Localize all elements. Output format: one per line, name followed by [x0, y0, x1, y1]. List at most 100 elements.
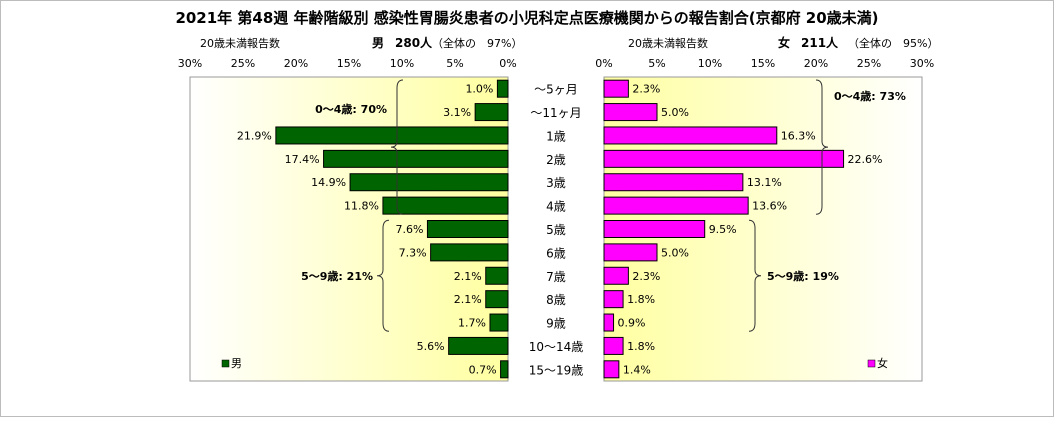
category-label: 7歳 [546, 270, 566, 284]
male-bar [496, 79, 509, 98]
male-group-note-brace [390, 79, 404, 215]
female-x-tick-label: 0% [595, 57, 612, 70]
female-bar [603, 360, 620, 379]
female-x-tick-label: 30% [910, 57, 934, 70]
male-value-label: 21.9% [237, 129, 272, 142]
female-value-label: 1.8% [627, 340, 655, 353]
male-value-label: 7.6% [395, 223, 423, 236]
male-value-label: 3.1% [443, 106, 471, 119]
category-label: 15～19歳 [529, 363, 584, 377]
female-group-note-brace [748, 219, 762, 332]
male-count-label: 20歳未満報告数 [200, 37, 280, 50]
male-group-note-label: 0～4歳: 70% [315, 102, 387, 116]
category-label: 6歳 [546, 246, 566, 260]
female-bar [603, 266, 629, 285]
female-bar [603, 103, 658, 122]
male-value-label: 1.0% [465, 83, 493, 96]
female-share-label: （全体の 95%） [848, 36, 938, 50]
male-bar [500, 360, 509, 379]
female-value-label: 22.6% [848, 153, 883, 166]
female-bar [603, 336, 624, 355]
female-sex-label: 女 [778, 35, 790, 50]
female-value-label: 9.5% [709, 223, 737, 236]
female-legend-label: 女 [877, 356, 888, 370]
male-x-tick-label: 10% [390, 57, 414, 70]
category-label: 3歳 [546, 176, 566, 190]
male-bar [275, 126, 509, 145]
female-group-note-brace [815, 79, 829, 215]
male-x-tick-label: 20% [284, 57, 308, 70]
male-value-label: 2.1% [454, 270, 482, 283]
male-bar [426, 220, 509, 238]
female-value-label: 5.0% [661, 106, 689, 119]
male-legend-label: 男 [231, 357, 242, 370]
category-label: 8歳 [546, 293, 566, 307]
male-x-tick-label: 30% [178, 57, 202, 70]
chart-title: 2021年 第48週 年齢階級別 感染性胃腸炎患者の小児科定点医療機関からの報告… [175, 9, 878, 27]
female-value-label: 1.4% [623, 363, 651, 376]
male-bar [323, 149, 509, 168]
male-x-tick-label: 5% [446, 57, 463, 70]
female-bar [603, 126, 778, 145]
female-value-label: 16.3% [781, 129, 816, 142]
female-bar [603, 79, 629, 98]
male-x-tick-label: 0% [499, 57, 516, 70]
female-x-tick-label: 20% [804, 57, 828, 70]
female-value-label: 2.3% [632, 270, 660, 283]
category-label: 1歳 [546, 129, 566, 143]
female-x-tick-label: 15% [751, 57, 775, 70]
female-x-tick-label: 10% [698, 57, 722, 70]
male-bar [382, 196, 509, 215]
category-label: 2歳 [546, 153, 566, 167]
category-label: ～11ヶ月 [530, 106, 581, 120]
category-label: 9歳 [546, 317, 566, 331]
male-group-note-brace [376, 219, 390, 332]
male-bar [485, 266, 509, 285]
male-group-note-label: 5～9歳: 21% [301, 269, 373, 283]
female-value-label: 1.8% [627, 293, 655, 306]
male-value-label: 5.6% [417, 340, 445, 353]
category-label: ～5ヶ月 [534, 83, 578, 97]
male-bar [349, 173, 509, 192]
male-value-label: 11.8% [344, 200, 379, 213]
male-value-label: 14.9% [311, 176, 346, 189]
female-count-label: 20歳未満報告数 [628, 37, 708, 50]
male-bar [485, 290, 509, 309]
female-value-label: 5.0% [661, 246, 689, 259]
category-label: 10～14歳 [529, 340, 584, 354]
male-share-label: （全体の 97%） [432, 36, 522, 50]
male-value-label: 7.3% [399, 246, 427, 259]
male-value-label: 0.7% [469, 363, 497, 376]
male-x-tick-label: 15% [337, 57, 361, 70]
female-value-label: 2.3% [632, 83, 660, 96]
female-bar [603, 313, 615, 332]
male-bar [430, 243, 509, 262]
male-value-label: 2.1% [454, 293, 482, 306]
female-value-label: 13.6% [752, 200, 787, 213]
female-bar [603, 196, 749, 215]
male-value-label: 1.7% [458, 317, 486, 330]
female-bar [603, 243, 658, 262]
female-value-label: 0.9% [618, 317, 646, 330]
female-x-tick-label: 5% [648, 57, 665, 70]
female-bar [603, 220, 706, 238]
female-x-tick-label: 25% [857, 57, 881, 70]
male-x-tick-label: 25% [231, 57, 255, 70]
male-bar [448, 336, 509, 355]
female-value-label: 13.1% [747, 176, 782, 189]
male-count-value: 280人 [395, 35, 433, 50]
female-bar [603, 149, 845, 168]
male-value-label: 17.4% [285, 153, 320, 166]
female-group-note-label: 0～4歳: 73% [834, 89, 906, 103]
category-label: 4歳 [546, 200, 566, 214]
male-sex-label: 男 [372, 36, 384, 50]
female-legend-swatch [867, 359, 876, 368]
male-bar [474, 103, 509, 122]
male-legend-swatch [221, 359, 230, 368]
category-label: 5歳 [546, 223, 566, 237]
male-bar [489, 313, 509, 332]
female-count-value: 211人 [801, 35, 839, 50]
